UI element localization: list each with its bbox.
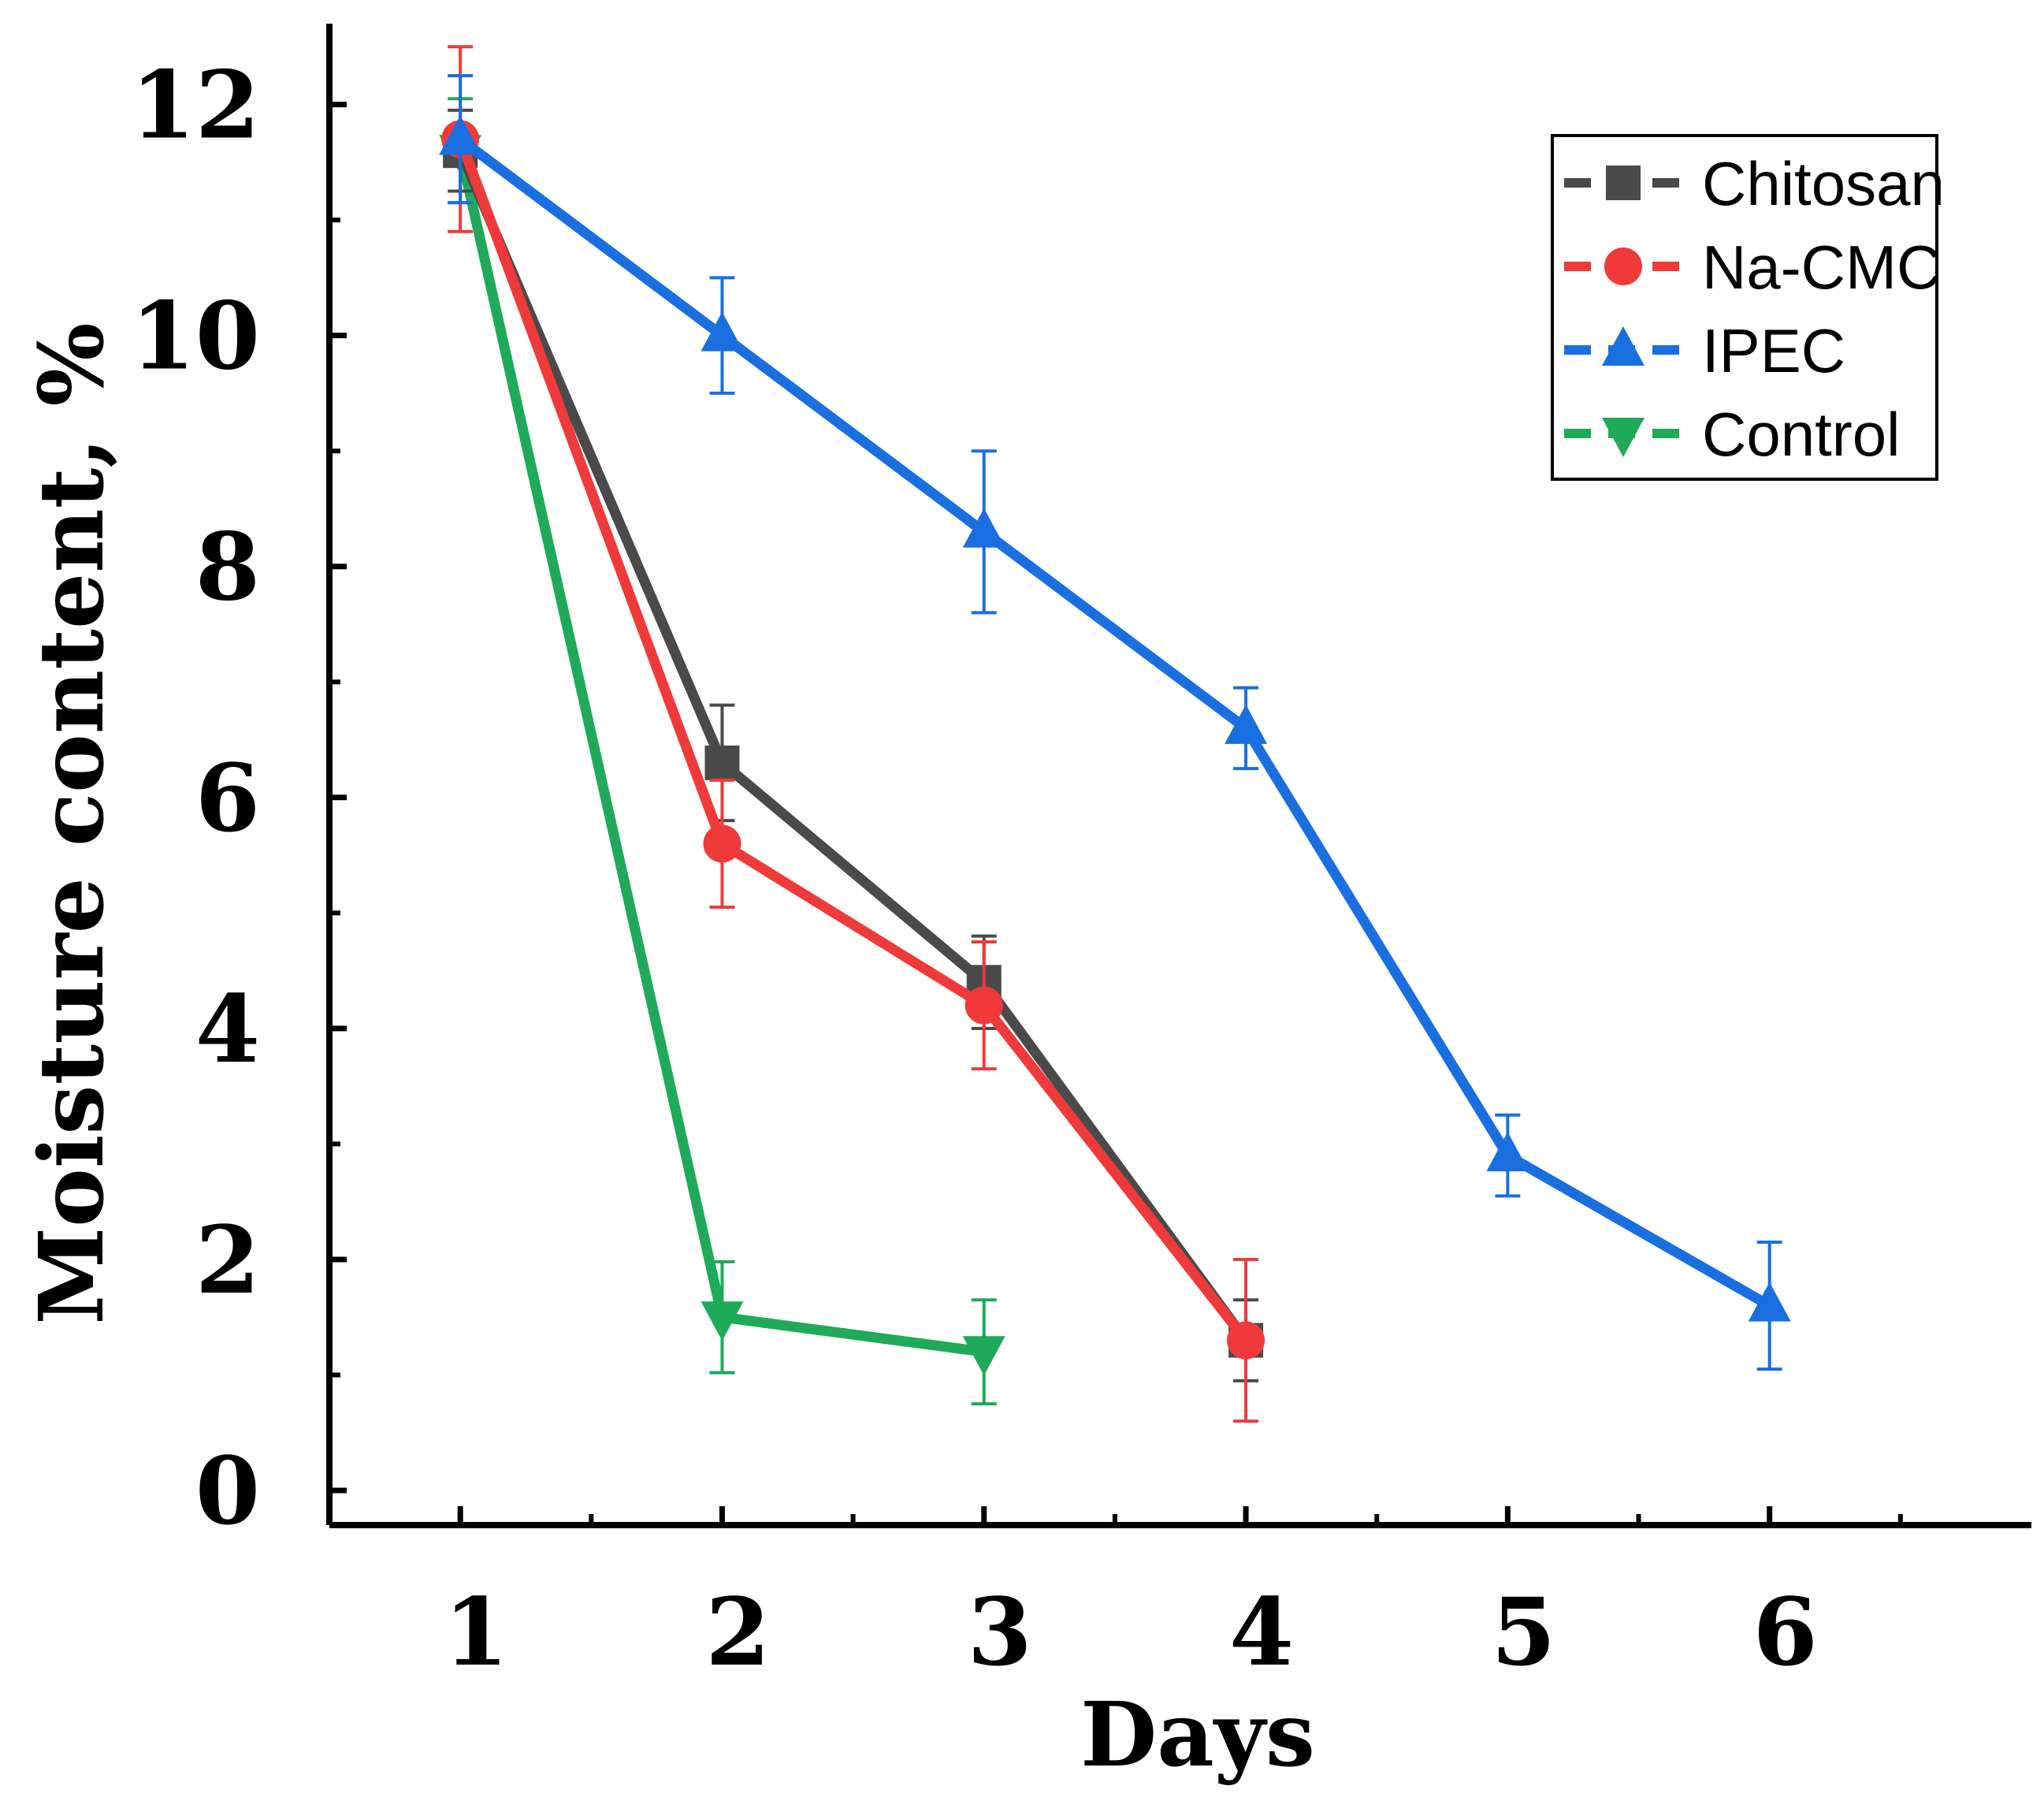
legend-label-na-cmc: Na-CMC <box>1702 233 1941 302</box>
y-tick-label-2: 2 <box>195 1205 260 1315</box>
point-na-cmc-day-3 <box>964 986 1003 1025</box>
point-ipec-day-4 <box>1225 704 1268 744</box>
legend-symbol-chitosan <box>1606 166 1641 200</box>
legend-label-control: Control <box>1702 400 1900 469</box>
x-tick-label-2: 2 <box>705 1577 770 1687</box>
point-chitosan-day-2 <box>704 745 740 780</box>
y-tick-label-8: 8 <box>195 512 260 622</box>
legend-marker-chitosan <box>1606 166 1641 200</box>
y-axis-title: Moisture content, % <box>20 322 124 1325</box>
y-tick-label-0: 0 <box>195 1436 260 1546</box>
legend-symbol-na-cmc <box>1604 247 1642 285</box>
y-tick-label-6: 6 <box>195 743 260 853</box>
series-ipec <box>439 73 1791 1371</box>
point-ipec-day-1 <box>439 115 482 155</box>
x-tick-label-1: 1 <box>444 1577 508 1687</box>
x-tick-label-4: 4 <box>1229 1577 1294 1687</box>
series-line-ipec <box>457 135 1772 1311</box>
x-axis-title: Days <box>1080 1684 1315 1787</box>
x-tick-label-5: 5 <box>1491 1577 1555 1687</box>
point-ipec-day-3 <box>962 508 1005 548</box>
series-na-cmc <box>441 45 1265 1423</box>
point-ipec-day-6 <box>1748 1282 1791 1322</box>
legend-entry-na-cmc: Na-CMC <box>1564 233 1941 302</box>
y-tick-label-12: 12 <box>131 50 260 160</box>
axes <box>326 24 2031 1528</box>
series-chitosan <box>443 108 1264 1382</box>
legend-entry-control: Control <box>1564 400 1900 469</box>
legend-symbol-ipec <box>1602 326 1644 366</box>
point-control-day-3 <box>962 1336 1005 1376</box>
point-control-day-2 <box>701 1301 744 1341</box>
legend-entry-chitosan: Chitosan <box>1564 149 1945 218</box>
legend-label-chitosan: Chitosan <box>1702 149 1945 218</box>
legend: Chitosan Na-CMC IPEC Control <box>1551 134 1945 481</box>
x-tick-label-3: 3 <box>968 1577 1032 1687</box>
y-axis-ticks: 0 2 4 6 8 10 12 <box>131 50 347 1546</box>
legend-symbol-control <box>1602 418 1644 457</box>
series-line-na-cmc <box>455 137 1251 1344</box>
point-na-cmc-day-2 <box>703 824 741 863</box>
legend-label-ipec: IPEC <box>1702 316 1845 385</box>
legend-entry-ipec: IPEC <box>1564 316 1845 385</box>
point-ipec-day-5 <box>1486 1132 1529 1172</box>
x-tick-label-6: 6 <box>1753 1577 1818 1687</box>
x-axis-ticks: 1 2 3 4 5 6 <box>444 1506 1903 1687</box>
series-line-chitosan <box>455 148 1251 1344</box>
legend-marker-ipec <box>1602 326 1644 366</box>
legend-marker-na-cmc <box>1604 247 1642 285</box>
y-tick-label-10: 10 <box>131 281 260 391</box>
y-tick-label-4: 4 <box>195 974 260 1084</box>
point-ipec-day-2 <box>701 311 744 352</box>
legend-marker-control <box>1602 418 1644 457</box>
series <box>439 45 1791 1423</box>
point-na-cmc-day-4 <box>1227 1321 1265 1360</box>
